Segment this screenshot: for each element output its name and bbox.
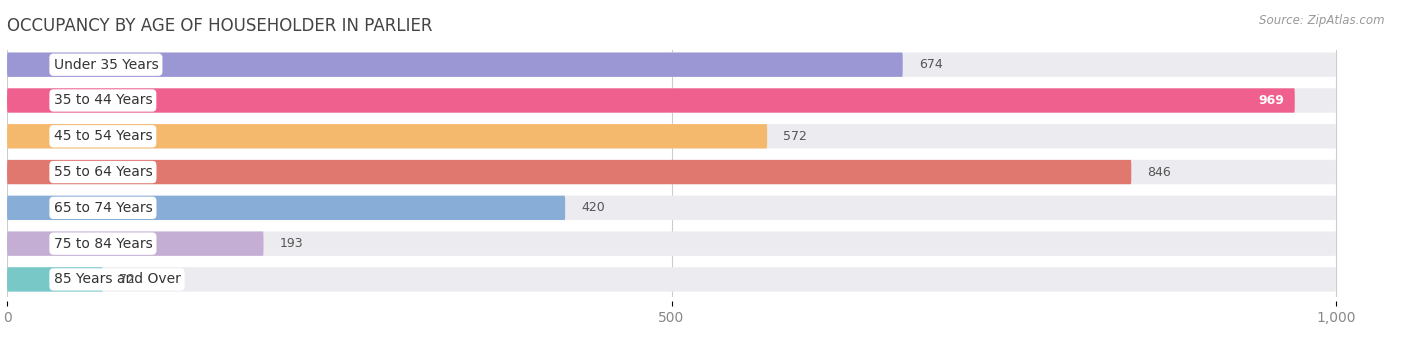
FancyBboxPatch shape	[7, 196, 565, 220]
Text: 45 to 54 Years: 45 to 54 Years	[53, 129, 152, 143]
FancyBboxPatch shape	[7, 160, 1132, 184]
FancyBboxPatch shape	[7, 196, 1336, 220]
Text: 85 Years and Over: 85 Years and Over	[53, 272, 180, 286]
FancyBboxPatch shape	[7, 88, 1295, 113]
FancyBboxPatch shape	[7, 160, 1336, 184]
Text: 969: 969	[1258, 94, 1284, 107]
Text: 193: 193	[280, 237, 304, 250]
Text: 65 to 74 Years: 65 to 74 Years	[53, 201, 152, 215]
FancyBboxPatch shape	[7, 232, 1336, 256]
FancyBboxPatch shape	[7, 52, 903, 77]
Text: 420: 420	[581, 201, 605, 214]
Text: 72: 72	[118, 273, 135, 286]
FancyBboxPatch shape	[7, 267, 1336, 292]
Text: 75 to 84 Years: 75 to 84 Years	[53, 237, 152, 251]
FancyBboxPatch shape	[7, 124, 1336, 149]
Text: 55 to 64 Years: 55 to 64 Years	[53, 165, 152, 179]
Text: Under 35 Years: Under 35 Years	[53, 58, 159, 72]
Text: OCCUPANCY BY AGE OF HOUSEHOLDER IN PARLIER: OCCUPANCY BY AGE OF HOUSEHOLDER IN PARLI…	[7, 17, 433, 35]
FancyBboxPatch shape	[7, 52, 1336, 77]
FancyBboxPatch shape	[7, 232, 263, 256]
Text: 674: 674	[918, 58, 942, 71]
Text: Source: ZipAtlas.com: Source: ZipAtlas.com	[1260, 14, 1385, 27]
FancyBboxPatch shape	[7, 124, 768, 149]
FancyBboxPatch shape	[7, 267, 103, 292]
Text: 35 to 44 Years: 35 to 44 Years	[53, 94, 152, 107]
FancyBboxPatch shape	[7, 88, 1336, 113]
Text: 572: 572	[783, 130, 807, 143]
Text: 846: 846	[1147, 166, 1171, 178]
